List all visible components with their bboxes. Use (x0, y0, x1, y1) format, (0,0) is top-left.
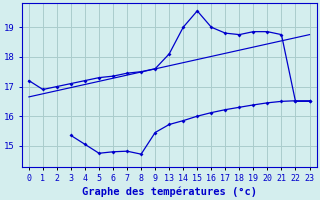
X-axis label: Graphe des températures (°c): Graphe des températures (°c) (82, 186, 257, 197)
